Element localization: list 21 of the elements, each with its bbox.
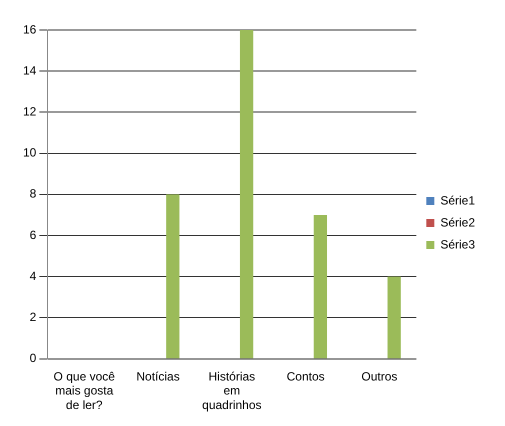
x-tick-label: Histórias em quadrinhos — [202, 369, 262, 412]
legend-label: Série2 — [440, 215, 476, 230]
y-tick-label: 6 — [30, 228, 37, 242]
y-tick-label: 8 — [30, 186, 37, 201]
x-tick-label: O que você mais gosta de ler? — [54, 369, 116, 412]
x-tick-label: Contos — [286, 369, 325, 384]
x-tick-label: Notícias — [136, 369, 180, 384]
y-tick-label: 0 — [30, 351, 37, 366]
y-tick-label: 16 — [22, 22, 37, 36]
legend-label: Série1 — [440, 193, 476, 208]
legend-label: Série3 — [440, 237, 476, 252]
bar — [314, 214, 328, 358]
y-tick-label: 2 — [30, 310, 37, 324]
bar — [166, 194, 180, 358]
x-tick-label: Outros — [361, 369, 398, 384]
bar — [240, 30, 254, 358]
y-tick-label: 14 — [22, 63, 37, 78]
bar — [388, 276, 401, 358]
y-tick-label: 4 — [30, 268, 37, 283]
y-tick-label: 10 — [22, 146, 37, 160]
y-tick-label: 12 — [22, 104, 37, 119]
